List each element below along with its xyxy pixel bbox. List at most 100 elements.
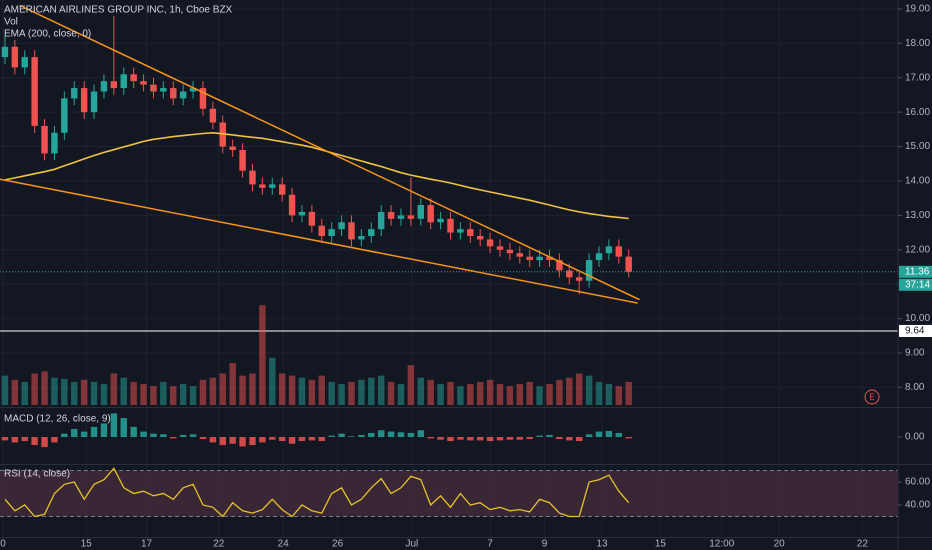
candle-body: [496, 246, 504, 250]
volume-bar: [51, 377, 58, 405]
y-tick-label: 60.00: [905, 477, 930, 488]
x-tick-label: 13: [596, 539, 608, 550]
volume-bar: [61, 378, 68, 405]
macd-bar: [427, 437, 434, 439]
candle-body: [110, 81, 118, 89]
candle-body: [526, 256, 533, 261]
candle-body: [585, 260, 593, 281]
y-tick-label: 40.00: [905, 500, 930, 511]
volume-bar: [615, 386, 623, 405]
y-tick-label: 19.00: [905, 4, 930, 15]
macd-bar: [269, 437, 276, 440]
x-tick-label: 7: [487, 539, 493, 550]
macd-bar: [170, 437, 177, 439]
volume-bar: [387, 381, 395, 405]
candle-body: [1, 46, 9, 58]
macd-bar: [130, 426, 137, 437]
macd-bar: [447, 437, 454, 442]
candle-body: [536, 256, 543, 261]
macd-bar: [229, 437, 236, 444]
macd-bar: [61, 433, 68, 437]
candle-body: [41, 125, 48, 154]
candle-body: [61, 98, 68, 133]
macd-bar: [278, 437, 286, 442]
volume-bar: [259, 305, 266, 405]
volume-title: Vol: [4, 17, 18, 28]
ema-line: [4, 131, 629, 220]
candle-body: [199, 88, 207, 109]
volume-bar: [625, 381, 632, 405]
volume-bar: [170, 386, 177, 405]
macd-title: MACD (12, 26, close, 9): [4, 414, 111, 425]
y-tick-label: 0.00: [905, 432, 925, 443]
macd-bar: [100, 423, 108, 437]
macd-bar: [120, 418, 127, 437]
y-tick-label: 9.00: [905, 348, 925, 359]
volume-bar: [566, 377, 573, 405]
volume-bar: [427, 379, 434, 405]
candle-body: [100, 81, 108, 92]
y-tick-label: 17.00: [905, 72, 930, 83]
volume-bar: [536, 386, 543, 405]
macd-bar: [566, 437, 573, 441]
volume-bar: [506, 386, 514, 405]
volume-bar: [575, 373, 583, 405]
candle-body: [298, 211, 306, 216]
candle-body: [427, 205, 434, 223]
candle-body: [21, 57, 28, 68]
volume-bar: [31, 373, 38, 405]
x-tick-label: 26: [332, 539, 344, 550]
earnings-icon[interactable]: [864, 389, 880, 405]
macd-bar: [160, 434, 167, 437]
candle-body: [566, 270, 573, 278]
macd-bar: [496, 437, 504, 441]
macd-bar: [348, 436, 355, 437]
candle-body: [189, 88, 197, 92]
candle-body: [556, 260, 563, 271]
rsi-title: RSI (14, close): [4, 469, 70, 480]
countdown-bg: [899, 278, 932, 291]
candle-body: [130, 74, 137, 82]
x-tick-label: 17: [141, 539, 153, 550]
macd-bar: [259, 437, 266, 443]
candle-body: [467, 229, 474, 237]
volume-bar: [140, 384, 147, 405]
macd-bar: [318, 437, 325, 442]
y-tick-label: 8.00: [905, 382, 925, 393]
macd-bar: [288, 437, 296, 444]
last-price-label: 11.36: [905, 266, 930, 277]
x-tick-label: 20: [774, 539, 786, 550]
macd-bar: [575, 437, 583, 442]
candle-body: [318, 225, 325, 237]
candle-body: [506, 249, 514, 254]
macd-bar: [31, 437, 38, 446]
x-tick-label: 15: [81, 539, 93, 550]
macd-bar: [328, 435, 335, 437]
macd-bar: [506, 437, 514, 440]
chart-title: AMERICAN AIRLINES GROUP INC, 1h, Cboe BZ…: [4, 5, 233, 16]
earnings-label[interactable]: E: [869, 393, 874, 402]
candle-body: [595, 253, 603, 261]
macd-bar: [358, 434, 365, 437]
candle-body: [90, 91, 98, 113]
macd-bar: [486, 437, 494, 442]
level-label: 9.64: [905, 326, 925, 337]
x-tick-label: 0: [0, 539, 6, 550]
y-tick-label: 10.00: [905, 313, 930, 324]
candle-body: [387, 211, 395, 219]
macd-bar: [80, 431, 88, 437]
candle-body: [457, 229, 464, 233]
x-tick-label: Jul: [405, 539, 418, 550]
candle-body: [328, 229, 335, 237]
macd-bar: [189, 434, 197, 437]
macd-bar: [615, 432, 623, 437]
candle-body: [288, 194, 296, 216]
candle-body: [397, 215, 405, 219]
x-tick-label: 22: [213, 539, 225, 550]
countdown-label: 37:14: [905, 279, 930, 290]
y-tick-label: 12.00: [905, 244, 930, 255]
candle-body: [338, 222, 345, 230]
macd-bar: [605, 430, 613, 437]
volume-bar: [556, 379, 563, 405]
